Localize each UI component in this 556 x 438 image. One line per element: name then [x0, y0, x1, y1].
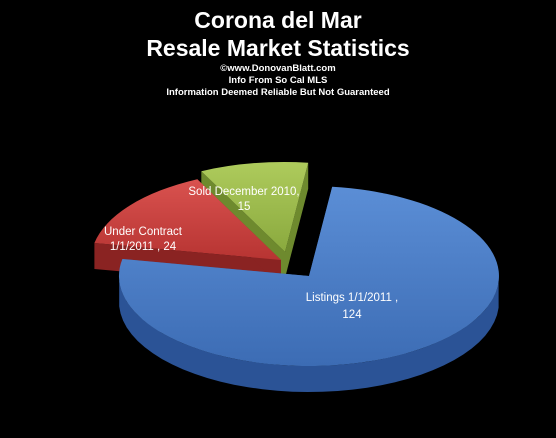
slice-listings — [118, 186, 499, 392]
source-text: Info From So Cal MLS — [228, 75, 328, 86]
slice-under-contract-top — [94, 179, 282, 260]
slice-value-sold: 15 — [238, 201, 251, 213]
chart-title-line-2: Resale Market Statistics — [146, 35, 410, 61]
chart-title-line-1: Corona del Mar — [194, 7, 362, 33]
slice-label-under-contract: Under Contract — [104, 226, 183, 238]
slice-label-sold: Sold December 2010, — [188, 186, 299, 198]
copyright-text: ©www.DonovanBlatt.com — [220, 63, 336, 74]
slice-value-under-contract: 1/1/2011 , 24 — [110, 241, 177, 253]
slice-listings-top — [118, 186, 499, 367]
slice-sold-top — [201, 162, 309, 252]
disclaimer-text: Information Deemed Reliable But Not Guar… — [166, 87, 390, 98]
slice-sold-edge — [285, 162, 309, 278]
slice-value-listings: 124 — [342, 309, 362, 321]
slice-label-listings: Listings 1/1/2011 , — [306, 292, 399, 304]
slice-listings-side — [119, 280, 499, 392]
